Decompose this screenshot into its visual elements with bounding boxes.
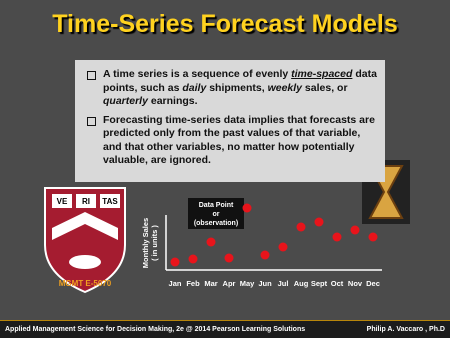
data-point bbox=[368, 232, 378, 242]
data-point bbox=[296, 222, 306, 232]
footer: Applied Management Science for Decision … bbox=[0, 320, 450, 338]
data-point bbox=[206, 237, 216, 247]
data-point bbox=[350, 225, 360, 235]
footer-left: Applied Management Science for Decision … bbox=[5, 326, 306, 333]
text: sales, or bbox=[302, 81, 348, 94]
x-tick-label: Nov bbox=[348, 279, 363, 288]
annotation: or bbox=[213, 211, 220, 218]
x-tick-label: Apr bbox=[223, 279, 236, 288]
annotation: (observation) bbox=[194, 220, 238, 227]
data-point bbox=[242, 203, 252, 213]
crest-text: VE bbox=[57, 197, 68, 206]
x-tick-label: Jun bbox=[258, 279, 272, 288]
x-tick-label: Sept bbox=[311, 279, 328, 288]
x-tick-label: Dec bbox=[366, 279, 380, 288]
text: shipments, bbox=[206, 81, 268, 94]
slide-title: Time-Series Forecast Models bbox=[52, 10, 398, 38]
data-point bbox=[188, 254, 198, 264]
data-point bbox=[170, 257, 180, 267]
x-tick-label: Aug bbox=[294, 279, 309, 288]
footer-right: Philip A. Vaccaro , Ph.D bbox=[366, 326, 445, 333]
bullet: Forecasting time-series data implies tha… bbox=[87, 114, 377, 168]
course-label: MGMT E-5070 bbox=[59, 279, 112, 288]
data-point bbox=[314, 217, 324, 227]
x-tick-label: Feb bbox=[186, 279, 200, 288]
y-axis-label: ( in units ) bbox=[150, 225, 159, 261]
annotation-box bbox=[188, 198, 244, 229]
crest-chevron bbox=[52, 212, 118, 240]
y-axis-label: Monthly Sales bbox=[141, 218, 150, 268]
text: daily bbox=[182, 81, 207, 94]
text: time-spaced bbox=[291, 68, 353, 80]
crest-text: TAS bbox=[102, 197, 118, 206]
graphics: VE RI TAS MGMT E-5070 Monthly Sales( in … bbox=[44, 160, 410, 294]
x-tick-label: May bbox=[240, 279, 255, 288]
text: data points, such as bbox=[103, 68, 377, 94]
x-tick-label: Oct bbox=[331, 279, 344, 288]
annotation: Data Point bbox=[199, 202, 234, 209]
x-tick-label: Jul bbox=[278, 279, 289, 288]
text: quarterly bbox=[103, 95, 148, 107]
text: earnings. bbox=[147, 95, 198, 107]
crest-text: RI bbox=[82, 197, 90, 206]
text: weekly bbox=[267, 81, 303, 94]
crest-shield bbox=[44, 187, 126, 294]
text: Forecasting time-series data implies tha… bbox=[103, 113, 375, 167]
x-tick-label: Jan bbox=[169, 279, 182, 288]
text: A time series is a sequence of evenly bbox=[103, 68, 292, 80]
text-box: A time series is a sequence of evenly ti… bbox=[75, 60, 385, 182]
bullet: A time series is a sequence of evenly ti… bbox=[87, 68, 377, 109]
data-point bbox=[278, 242, 288, 252]
data-point bbox=[260, 250, 270, 260]
data-point bbox=[224, 253, 234, 263]
crest-book bbox=[52, 194, 72, 208]
crest-book bbox=[76, 194, 96, 208]
data-point bbox=[332, 232, 342, 242]
crest-book bbox=[100, 194, 120, 208]
crest-ornament bbox=[69, 255, 101, 269]
x-tick-label: Mar bbox=[204, 279, 217, 288]
